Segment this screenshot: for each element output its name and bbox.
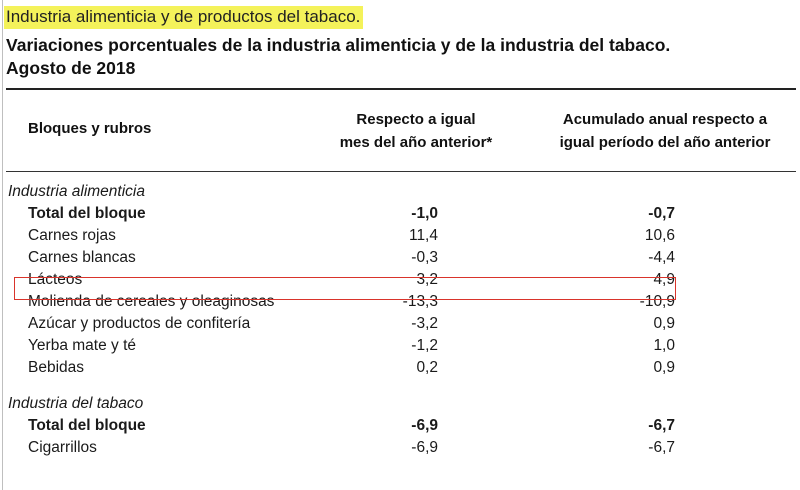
section-title: Industria alimenticia y de productos del… xyxy=(4,6,364,29)
table-row: Carnes blancas -0,3 -4,4 xyxy=(0,247,800,269)
row-monthly-value: -13,3 xyxy=(402,293,438,310)
row-cumulative-value: 4,9 xyxy=(653,271,675,288)
table-row: Carnes rojas 11,4 10,6 xyxy=(0,225,800,247)
table-row: Total del bloque -1,0 -0,7 xyxy=(0,203,800,225)
row-cumulative-value: -6,7 xyxy=(648,439,675,456)
table-row: Bebidas 0,2 0,9 xyxy=(0,357,800,379)
table-row-highlighted: Lácteos 3,2 4,9 xyxy=(0,269,800,291)
row-label: Molienda de cereales y oleaginosas xyxy=(28,293,275,310)
row-label: Bebidas xyxy=(28,359,85,376)
row-label: Carnes blancas xyxy=(28,249,136,266)
row-monthly-value: -6,9 xyxy=(411,439,438,456)
row-cumulative-value: 0,9 xyxy=(653,315,675,332)
row-monthly-value: 0,2 xyxy=(416,359,438,376)
row-label: Total del bloque xyxy=(28,417,146,434)
column-header-monthly: Respecto a igual mes del año anterior* xyxy=(318,108,514,154)
group-header: Industria del tabaco xyxy=(0,393,800,415)
row-label: Lácteos xyxy=(28,271,83,288)
row-monthly-value: -3,2 xyxy=(411,315,438,332)
row-monthly-value: 11,4 xyxy=(408,227,438,244)
left-border xyxy=(2,0,3,490)
row-monthly-value: -6,9 xyxy=(411,417,438,434)
table-top-rule xyxy=(6,88,796,90)
header-bottom-rule xyxy=(6,171,796,172)
row-monthly-value: -1,2 xyxy=(411,337,438,354)
table-row: Azúcar y productos de confitería -3,2 0,… xyxy=(0,313,800,335)
row-cumulative-value: -0,7 xyxy=(648,205,675,222)
table-title-line1: Variaciones porcentuales de la industria… xyxy=(6,35,671,55)
row-label: Carnes rojas xyxy=(28,227,116,244)
column-header-cumulative: Acumulado anual respecto a igual período… xyxy=(534,108,796,154)
row-monthly-value: 3,2 xyxy=(416,271,438,288)
row-cumulative-value: -4,4 xyxy=(648,249,675,266)
table-title-line2: Agosto de 2018 xyxy=(6,58,136,78)
table-row: Yerba mate y té -1,2 1,0 xyxy=(0,335,800,357)
row-cumulative-value: 10,6 xyxy=(644,227,675,244)
table-body: Industria alimenticia Total del bloque -… xyxy=(0,181,800,459)
column-header-cumulative-line1: Acumulado anual respecto a xyxy=(562,111,768,128)
table-row: Total del bloque -6,9 -6,7 xyxy=(0,415,800,437)
table-row: Molienda de cereales y oleaginosas -13,3… xyxy=(0,291,800,313)
highlight-box xyxy=(14,277,676,300)
row-cumulative-value: -6,7 xyxy=(648,417,675,434)
row-label: Yerba mate y té xyxy=(28,337,136,354)
group-header: Industria alimenticia xyxy=(0,181,800,203)
column-header-monthly-line2: mes del año anterior* xyxy=(339,134,493,151)
row-cumulative-value: 0,9 xyxy=(653,359,675,376)
table-title: Variaciones porcentuales de la industria… xyxy=(6,34,670,80)
row-cumulative-value: -10,9 xyxy=(639,293,675,310)
column-header-blocks: Bloques y rubros xyxy=(28,120,152,137)
row-label: Total del bloque xyxy=(28,205,146,222)
table-row: Cigarrillos -6,9 -6,7 xyxy=(0,437,800,459)
group-name: Industria alimenticia xyxy=(8,183,145,200)
row-label: Cigarrillos xyxy=(28,439,97,456)
group-name: Industria del tabaco xyxy=(8,395,144,412)
column-header-monthly-line1: Respecto a igual xyxy=(356,111,476,128)
row-monthly-value: -0,3 xyxy=(411,249,438,266)
row-label: Azúcar y productos de confitería xyxy=(28,315,251,332)
column-header-cumulative-line2: igual período del año anterior xyxy=(559,134,771,151)
row-monthly-value: -1,0 xyxy=(411,205,438,222)
row-cumulative-value: 1,0 xyxy=(653,337,675,354)
group-spacer xyxy=(0,379,800,393)
